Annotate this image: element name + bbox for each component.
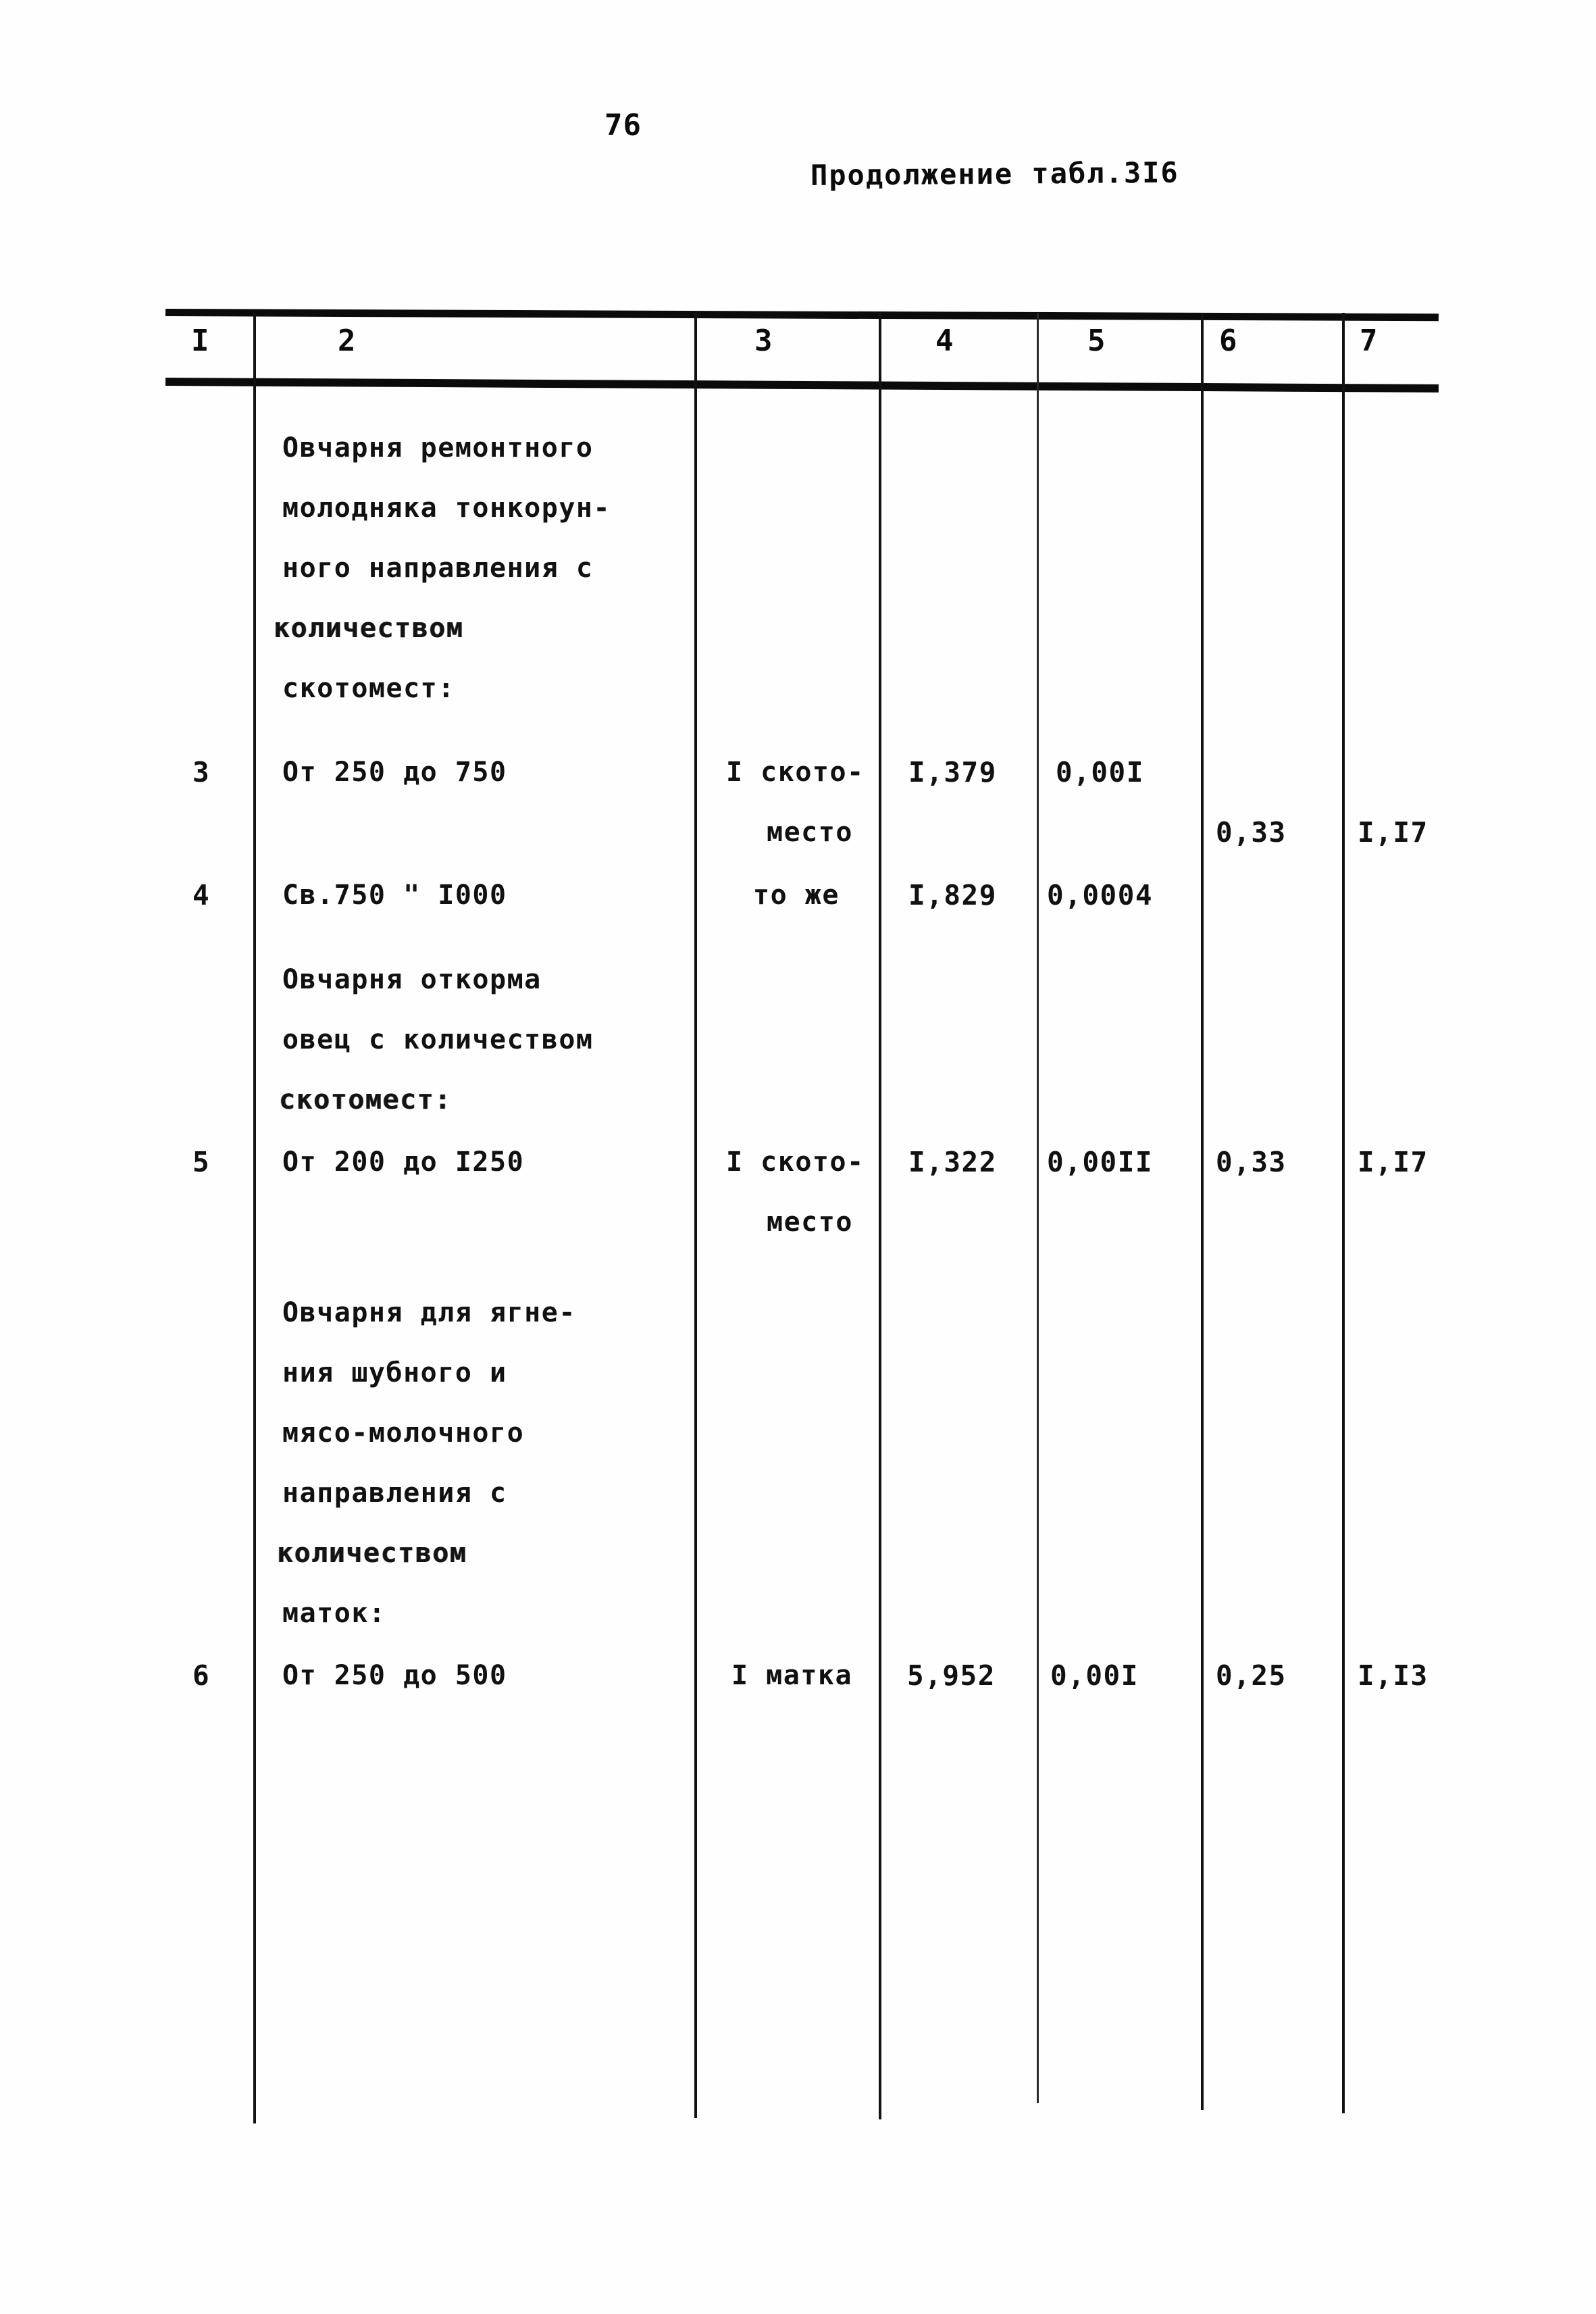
column-header-1: I xyxy=(191,324,210,358)
group-heading-line: овец с количеством xyxy=(282,1024,594,1055)
row-unit-line: I ското- xyxy=(726,1147,865,1178)
merged-col7: I,I7 xyxy=(1358,816,1428,849)
group-heading-line: ния шубного и xyxy=(282,1357,507,1388)
row-col6: 0,25 xyxy=(1216,1659,1287,1692)
row-col4: 5,952 xyxy=(907,1659,996,1692)
row-unit-line: место xyxy=(767,817,853,848)
column-separator-4 xyxy=(1037,313,1039,2103)
row-number: 5 xyxy=(192,1146,211,1178)
row-col5: 0,00I xyxy=(1050,1659,1139,1692)
row-name: Св.750 " I000 xyxy=(282,880,507,911)
group-heading-line: Овчарня ремонтного xyxy=(282,432,594,463)
row-unit-line: I ското- xyxy=(726,757,865,788)
group-heading-line: количеством xyxy=(274,613,464,644)
table-continuation-label: Продолжение табл.3I­6 xyxy=(810,155,1179,192)
page-number: 76 xyxy=(604,108,642,143)
column-header-2: 2 xyxy=(338,324,357,358)
column-header-6: 6 xyxy=(1219,324,1238,358)
merged-col6: 0,33 xyxy=(1216,816,1287,849)
group-heading-line: ного направления с xyxy=(282,553,594,584)
column-separator-2 xyxy=(694,313,697,2118)
row-name: От 250 до 500 xyxy=(282,1660,507,1691)
group-heading-line: Овчарня для ягне- xyxy=(282,1297,576,1328)
row-number: 4 xyxy=(192,879,211,911)
group-heading-line: мясо-молочного xyxy=(282,1417,525,1449)
group-heading-line: маток: xyxy=(282,1598,386,1629)
column-separator-3 xyxy=(879,313,881,2119)
row-number: 3 xyxy=(192,756,211,788)
row-number: 6 xyxy=(192,1659,211,1692)
group-heading-line: молодняка тонкорун- xyxy=(282,493,611,524)
row-col4: I,322 xyxy=(908,1146,997,1178)
column-header-3: 3 xyxy=(754,324,773,358)
row-col5: 0,00II xyxy=(1047,1146,1154,1178)
row-unit-line: I матка xyxy=(731,1660,853,1691)
column-separator-1 xyxy=(253,313,256,2123)
column-header-4: 4 xyxy=(935,324,954,358)
table-top-rule xyxy=(165,309,1439,322)
row-col6: 0,33 xyxy=(1216,1146,1287,1178)
row-name: От 250 до 750 xyxy=(282,757,507,788)
column-separator-5 xyxy=(1201,313,1204,2110)
data-table: I 2 3 4 5 6 7 Овчарня ремонтного молодня… xyxy=(165,307,1439,2125)
row-col5: 0,00I xyxy=(1056,756,1144,788)
group-heading-line: Овчарня откорма xyxy=(282,964,542,995)
group-heading-line: скотомест: xyxy=(282,673,455,704)
column-header-5: 5 xyxy=(1087,324,1106,358)
row-col5: 0,0004 xyxy=(1047,879,1154,911)
row-col7: I,I3 xyxy=(1358,1659,1428,1692)
row-col7: I,I7 xyxy=(1358,1146,1428,1178)
group-heading-line: скотомест: xyxy=(279,1084,452,1115)
row-col4: I,829 xyxy=(908,879,997,911)
row-unit-line: то же xyxy=(753,880,840,911)
column-header-7: 7 xyxy=(1360,324,1379,358)
column-separator-6 xyxy=(1342,313,1345,2113)
group-heading-line: направления с xyxy=(282,1478,507,1509)
row-unit-line: место xyxy=(767,1207,853,1238)
table-header-rule xyxy=(165,378,1439,393)
row-name: От 200 до I250 xyxy=(282,1147,525,1178)
group-heading-line: количеством xyxy=(277,1538,467,1569)
row-col4: I,379 xyxy=(908,756,997,788)
